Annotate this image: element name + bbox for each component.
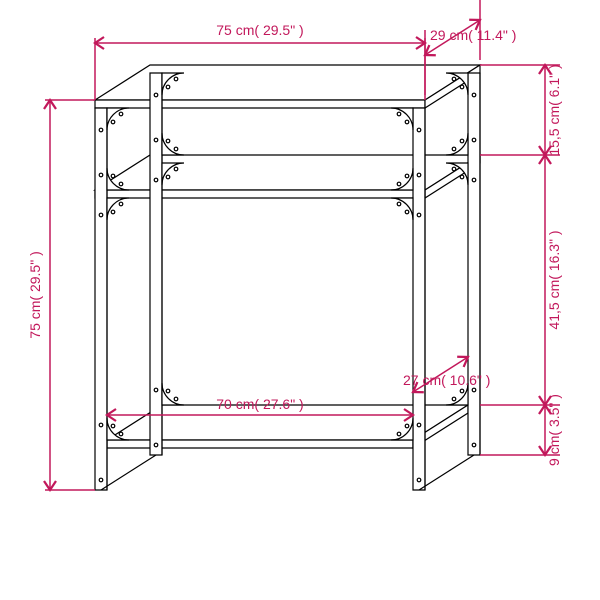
svg-text:15,5 cm( 6.1" ): 15,5 cm( 6.1" )	[546, 64, 562, 155]
svg-text:41,5 cm( 16.3" ): 41,5 cm( 16.3" )	[546, 230, 562, 329]
svg-text:9 cm( 3.5" ): 9 cm( 3.5" )	[546, 394, 562, 466]
svg-text:70 cm( 27.6" ): 70 cm( 27.6" )	[216, 396, 303, 412]
svg-text:75 cm( 29.5" ): 75 cm( 29.5" )	[27, 251, 43, 338]
svg-text:29 cm( 11.4" ): 29 cm( 11.4" )	[430, 27, 516, 43]
svg-text:75 cm( 29.5" ): 75 cm( 29.5" )	[216, 22, 303, 38]
svg-text:27 cm( 10.6" ): 27 cm( 10.6" )	[403, 372, 490, 388]
